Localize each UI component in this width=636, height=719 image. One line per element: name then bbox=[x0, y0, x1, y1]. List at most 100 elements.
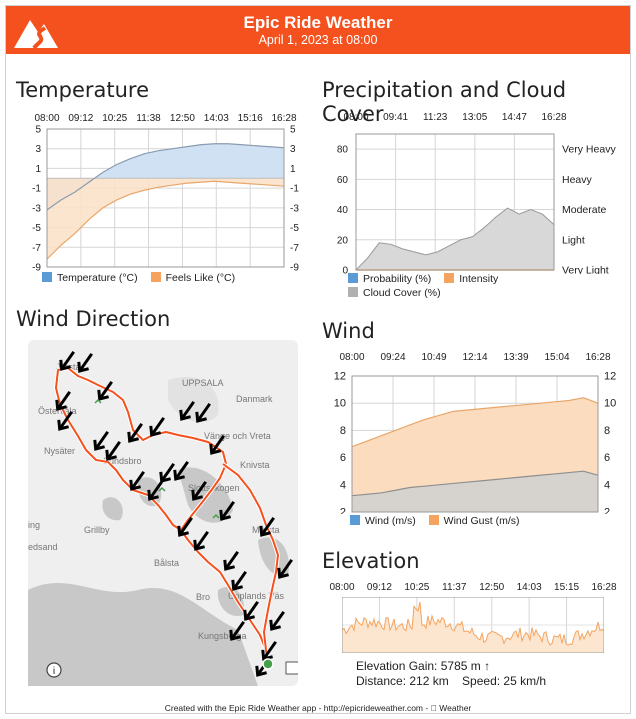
time-tick-label: 12:50 bbox=[479, 582, 505, 593]
map-place-label: Sundsbro bbox=[103, 456, 142, 466]
wind-arrow-icon bbox=[177, 516, 193, 537]
precipitation-title: Precipitation and Cloud Cover bbox=[322, 78, 567, 126]
wind-arrow-icon bbox=[97, 380, 113, 401]
wind-arrow-icon bbox=[59, 350, 75, 371]
map-place-label: Bro bbox=[196, 592, 210, 602]
wind-arrow-head bbox=[269, 619, 281, 631]
wind-arrow-shaft bbox=[79, 352, 93, 372]
plot-border bbox=[46, 128, 285, 268]
y-tick-label-left: 60 bbox=[337, 175, 349, 186]
wind-arrow-shaft bbox=[151, 416, 165, 436]
y-tick-label-left: 8 bbox=[340, 425, 346, 437]
y-tick-label-right: -5 bbox=[290, 223, 299, 234]
wind-arrow-icon bbox=[243, 600, 259, 621]
wind-arrow-icon bbox=[159, 462, 175, 483]
wind-arrow-icon bbox=[261, 640, 277, 661]
y-tick-label-right: -7 bbox=[290, 243, 299, 254]
wind-arrow-head bbox=[97, 389, 109, 401]
wind-arrow-icon bbox=[173, 460, 189, 481]
wind-arrow-head bbox=[195, 411, 207, 423]
wind-arrow-head bbox=[229, 629, 241, 641]
y-tick-label-right: 3 bbox=[290, 144, 296, 155]
map-place-label: UPPSALA bbox=[182, 378, 224, 388]
time-tick-label: 09:12 bbox=[366, 582, 392, 593]
direction-chevron-icon bbox=[158, 486, 166, 492]
wind-arrow-shaft bbox=[61, 350, 75, 370]
y-tick-label-right: 12 bbox=[604, 371, 616, 383]
wind-title: Wind bbox=[322, 319, 375, 343]
time-tick-label: 14:03 bbox=[516, 582, 542, 593]
y-tick-label-left: 2 bbox=[340, 507, 346, 515]
wind-arrow-shaft bbox=[225, 550, 239, 570]
time-tick-label: 11:37 bbox=[442, 582, 467, 593]
time-tick-label: 16:28 bbox=[591, 582, 617, 593]
wind-arrow-shaft bbox=[221, 500, 235, 520]
y-tick-label-left: 5 bbox=[35, 125, 41, 136]
elevation-gain: Elevation Gain: 5785 m ↑ bbox=[356, 659, 491, 673]
wind-arrow-head bbox=[277, 567, 289, 579]
time-tick-label: 13:39 bbox=[503, 352, 529, 363]
y-tick-label-left: 4 bbox=[340, 479, 346, 491]
elevation-title: Elevation bbox=[322, 549, 420, 573]
time-tick-label: 16:28 bbox=[271, 113, 297, 124]
wind-arrow-icon bbox=[191, 480, 207, 501]
wind-arrow-shaft bbox=[149, 480, 163, 500]
wind-arrow-icon bbox=[219, 500, 235, 521]
wind-arrow-icon bbox=[105, 440, 121, 461]
wind-arrow-head bbox=[259, 525, 271, 537]
intensity-label: Very Heavy bbox=[562, 144, 616, 156]
map-place-label: Upplands Väs bbox=[228, 591, 285, 601]
distance-speed: Distance: 212 km Speed: 25 km/h bbox=[356, 674, 547, 688]
y-tick-label-right: -3 bbox=[290, 203, 299, 214]
route-end-marker bbox=[262, 658, 274, 670]
wind-arrow-shaft bbox=[211, 434, 225, 454]
time-tick-label: 11:23 bbox=[423, 112, 448, 123]
wind-arrow-icon bbox=[93, 430, 109, 451]
wind-arrow-head bbox=[243, 609, 255, 621]
y-tick-label-right: 10 bbox=[604, 398, 616, 410]
wind-arrow-shaft bbox=[197, 402, 211, 422]
y-tick-label-right: 6 bbox=[604, 452, 610, 464]
wind-arrow-icon bbox=[229, 620, 245, 641]
info-icon bbox=[46, 662, 62, 678]
wind-arrow-head bbox=[173, 469, 185, 481]
map-place-label: Kungsberga bbox=[198, 631, 247, 641]
time-tick-label: 14:47 bbox=[501, 112, 527, 123]
wind-arrow-head bbox=[255, 665, 267, 677]
wind-arrow-shaft bbox=[263, 640, 277, 660]
y-tick-label-right: 4 bbox=[604, 479, 610, 491]
intensity-label: Light bbox=[562, 234, 585, 246]
precipitation-legend: Probability (%) Intensity Cloud Cover (%… bbox=[348, 272, 508, 300]
wind-arrow-icon bbox=[209, 434, 225, 455]
legend-feels-like: Feels Like (°C) bbox=[150, 272, 235, 284]
route-line bbox=[222, 463, 280, 651]
intensity-label: Moderate bbox=[562, 204, 607, 216]
wind-arrow-shaft bbox=[195, 530, 209, 550]
wind-arrow-icon bbox=[269, 610, 285, 631]
y-tick-label-left: 1 bbox=[35, 164, 41, 175]
route-map[interactable]: JärstaUPPSALADanmarkÖstervålaNysäterVäng… bbox=[28, 340, 298, 686]
map-place-label: ing bbox=[28, 520, 40, 530]
map-place-label: Vänge och Vreta bbox=[204, 431, 271, 441]
wind-arrow-head bbox=[57, 419, 69, 431]
info-icon-glyph: i bbox=[53, 666, 55, 677]
wind-arrow-head bbox=[177, 525, 189, 537]
time-tick-label: 16:28 bbox=[585, 352, 611, 363]
wind-arrow-icon bbox=[277, 558, 293, 579]
precipitation-chart: 80 60 40 20 0 Very Heavy Heavy Moderate Light Ver… bbox=[337, 133, 616, 275]
wind-arrow-head bbox=[93, 439, 105, 451]
legend-wind-gust: Wind Gust (m/s) bbox=[428, 515, 520, 527]
y-tick-label-left: -3 bbox=[32, 203, 41, 214]
y-tick-label-left: 0 bbox=[342, 266, 348, 275]
legend-cloud-cover: Cloud Cover (%) bbox=[348, 287, 441, 299]
wind-arrow-shaft bbox=[233, 570, 247, 590]
time-tick-label: 16:28 bbox=[541, 112, 567, 123]
elevation-stats: Elevation Gain: 5785 m ↑ Distance: 212 k… bbox=[356, 659, 546, 689]
wind-arrow-head bbox=[129, 479, 141, 491]
report-frame: Epic Ride Weather April 1, 2023 at 08:00… bbox=[5, 5, 631, 714]
y-tick-label-left: -1 bbox=[32, 184, 41, 195]
wind-arrow-icon bbox=[193, 530, 209, 551]
time-tick-label: 08:00 bbox=[339, 352, 365, 363]
wind-arrow-icon bbox=[259, 516, 275, 537]
elevation-line bbox=[342, 601, 604, 646]
